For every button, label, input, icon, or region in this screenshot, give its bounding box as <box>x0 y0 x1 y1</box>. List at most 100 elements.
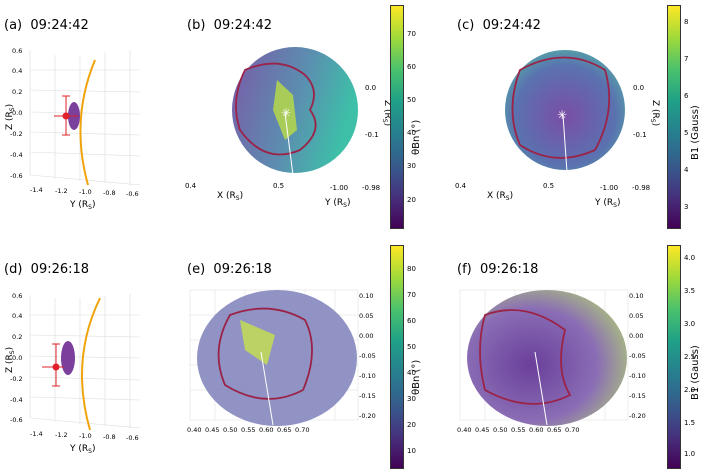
svg-text:0.4: 0.4 <box>185 182 197 190</box>
svg-text:0.05: 0.05 <box>629 312 643 320</box>
svg-text:Z (RS): Z (RS) <box>5 347 16 373</box>
panel-time: 09:26:18 <box>30 262 90 277</box>
svg-text:0.55: 0.55 <box>241 426 255 434</box>
svg-text:-1.4: -1.4 <box>30 430 43 438</box>
panel-a: (a) 09:24:42 0.6 0.4 0.2 0.0 -0.2 -0.4 -… <box>0 0 150 235</box>
sphere-plot-b1: 0.10 0.05 0.00 -0.05 -0.10 -0.15 -0.20 0.40 0.… <box>457 289 646 434</box>
shock-patch <box>240 320 275 365</box>
svg-text:0.40: 0.40 <box>187 426 201 434</box>
svg-text:0.6: 0.6 <box>12 47 22 55</box>
panel-c-title: (c) 09:24:42 <box>457 18 541 33</box>
svg-text:-0.1: -0.1 <box>365 131 379 139</box>
svg-text:0.05: 0.05 <box>359 312 373 320</box>
colorbar-theta <box>390 5 404 229</box>
flank-curve <box>79 59 96 186</box>
panel-label: (d) <box>4 262 23 277</box>
shock-boundary <box>217 307 313 400</box>
svg-text:0.0: 0.0 <box>365 84 376 92</box>
panel-time: 09:24:42 <box>213 18 273 33</box>
panel-c: (c) 09:24:42 ✳ 0.0 -0.1 0.4 0.5 -1.00 -0.98… <box>455 0 688 235</box>
svg-text:0.55: 0.55 <box>511 426 525 434</box>
panel-label: (b) <box>187 18 206 33</box>
svg-text:-0.10: -0.10 <box>359 372 376 380</box>
svg-text:0.4: 0.4 <box>12 67 22 75</box>
svg-text:-0.05: -0.05 <box>359 352 376 360</box>
svg-text:0.00: 0.00 <box>629 332 643 340</box>
sphere-surface <box>467 290 627 426</box>
colorbar-theta <box>390 245 404 469</box>
panel-time: 09:26:18 <box>480 262 539 277</box>
svg-text:Y (RS): Y (RS) <box>594 198 620 209</box>
flank-curve <box>81 297 101 431</box>
panel-label: (c) <box>457 18 475 33</box>
svg-text:-1.4: -1.4 <box>30 186 43 194</box>
sphere-plot-theta: ✳ 0.0 -0.1 0.4 0.5 -1.00 -0.98 Z (RS) X (RS… <box>185 47 392 209</box>
svg-text:-0.05: -0.05 <box>629 352 646 360</box>
svg-text:-0.10: -0.10 <box>629 372 646 380</box>
sphere-plot-theta: 0.10 0.05 0.00 -0.05 -0.10 -0.15 -0.20 0.40 0.… <box>187 289 376 434</box>
svg-text:0.65: 0.65 <box>547 426 561 434</box>
sphere-surface <box>505 50 625 170</box>
svg-text:0.4: 0.4 <box>455 182 467 190</box>
svg-text:Y (RS): Y (RS) <box>69 444 95 455</box>
svg-text:0.4: 0.4 <box>12 312 22 320</box>
svg-text:-0.15: -0.15 <box>359 392 376 400</box>
colorbar-label: θBn (°) <box>411 359 422 395</box>
colorbar-label: B1 (Gauss) <box>690 345 701 400</box>
svg-text:0.10: 0.10 <box>629 292 643 300</box>
svg-text:0.2: 0.2 <box>12 88 22 96</box>
svg-text:0.70: 0.70 <box>295 426 309 434</box>
svg-text:0.5: 0.5 <box>273 182 284 190</box>
svg-text:-0.1: -0.1 <box>633 131 647 139</box>
svg-text:0.60: 0.60 <box>529 426 543 434</box>
side-view-plot: 0.6 0.4 0.2 0.0 -0.2 -0.4 -0.6 -1.4 -1.2… <box>5 47 141 211</box>
svg-text:-0.20: -0.20 <box>629 412 646 420</box>
side-view-plot: 0.6 0.4 0.2 0.0 -0.2 -0.4 -0.6 -1.4 -1.2… <box>5 292 141 455</box>
svg-text:0.5: 0.5 <box>543 182 554 190</box>
svg-text:0.50: 0.50 <box>223 426 237 434</box>
svg-text:-0.98: -0.98 <box>632 184 650 192</box>
svg-text:Z (RS): Z (RS) <box>381 100 392 126</box>
svg-text:0.40: 0.40 <box>457 426 471 434</box>
svg-text:Y (RS): Y (RS) <box>69 200 95 211</box>
svg-text:0.2: 0.2 <box>12 333 22 341</box>
svg-text:-1.00: -1.00 <box>600 184 618 192</box>
panel-label: (f) <box>457 262 472 277</box>
svg-text:-0.6: -0.6 <box>10 416 23 424</box>
observation-point <box>52 363 60 371</box>
panel-time: 09:26:18 <box>213 262 272 277</box>
svg-text:X (RS): X (RS) <box>217 191 243 202</box>
panel-f: (f) 09:26:18 0.10 0.05 0.00 -0.05 -0.10 -0.1… <box>455 240 695 472</box>
svg-text:-0.4: -0.4 <box>10 396 23 404</box>
svg-text:0.65: 0.65 <box>277 426 291 434</box>
panel-d: (d) 09:26:18 0.6 0.4 0.2 0.0 -0.2 -0.4 -… <box>0 240 150 472</box>
panel-a-title: (a) 09:24:42 <box>4 18 89 33</box>
svg-text:Y (RS): Y (RS) <box>324 198 350 209</box>
svg-text:-0.20: -0.20 <box>359 412 376 420</box>
svg-text:-0.2: -0.2 <box>10 130 23 138</box>
panel-e-title: (e) 09:26:18 <box>187 262 272 277</box>
svg-text:-0.8: -0.8 <box>103 433 116 441</box>
shock-boundary <box>511 56 611 159</box>
panel-time: 09:24:42 <box>30 18 89 33</box>
panel-time: 09:24:42 <box>482 18 541 33</box>
panel-label: (a) <box>4 18 23 33</box>
svg-text:0.00: 0.00 <box>359 332 373 340</box>
svg-text:-0.2: -0.2 <box>10 375 23 383</box>
colorbar-b1 <box>667 5 681 229</box>
svg-text:0.0: 0.0 <box>12 109 22 117</box>
panel-b: (b) 09:24:42 ✳ 0.0 -0.1 0.4 0.5 -1.00 -0.98… <box>185 0 416 235</box>
svg-text:-0.6: -0.6 <box>126 190 139 198</box>
observation-point <box>62 112 70 120</box>
svg-text:0.0: 0.0 <box>12 354 22 362</box>
svg-text:-0.15: -0.15 <box>629 392 646 400</box>
svg-text:-1.0: -1.0 <box>79 188 92 196</box>
svg-text:0.60: 0.60 <box>259 426 273 434</box>
panel-f-title: (f) 09:26:18 <box>457 262 538 277</box>
svg-text:0.45: 0.45 <box>475 426 489 434</box>
center-marker: ✳ <box>281 106 291 120</box>
svg-text:0.45: 0.45 <box>205 426 219 434</box>
svg-text:Z (RS): Z (RS) <box>649 100 660 126</box>
shock-boundary <box>235 62 317 156</box>
colorbar-b1 <box>667 245 681 469</box>
